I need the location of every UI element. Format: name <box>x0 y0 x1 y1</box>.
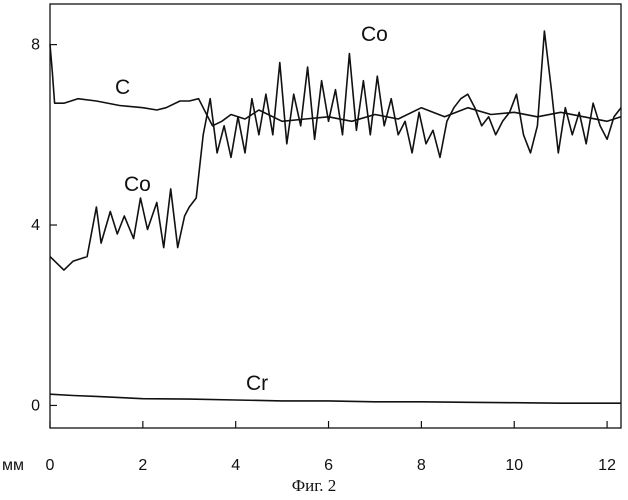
series-line-c <box>50 45 621 126</box>
series-label-cr: Cr <box>246 372 268 395</box>
x-tick-label: 8 <box>417 457 426 474</box>
x-axis-unit-label: мм <box>2 457 24 474</box>
y-tick-label: 8 <box>31 37 40 54</box>
x-tick-label: 2 <box>138 457 147 474</box>
y-tick-label: 0 <box>31 397 40 414</box>
series-line-co <box>50 31 621 270</box>
figure-caption: Фиг. 2 <box>0 476 628 496</box>
series-line-cr <box>50 394 621 403</box>
plot-frame <box>50 4 621 428</box>
x-tick-label: 0 <box>46 457 55 474</box>
x-tick-label: 10 <box>505 457 523 474</box>
x-tick-label: 12 <box>598 457 616 474</box>
y-tick-label: 4 <box>31 217 40 234</box>
x-tick-label: 6 <box>324 457 333 474</box>
series-layer <box>50 31 621 403</box>
series-label-co: Co <box>361 23 388 46</box>
series-label-c: C <box>115 76 130 99</box>
x-tick-label: 4 <box>231 457 240 474</box>
series-label-co: Co <box>124 173 151 196</box>
